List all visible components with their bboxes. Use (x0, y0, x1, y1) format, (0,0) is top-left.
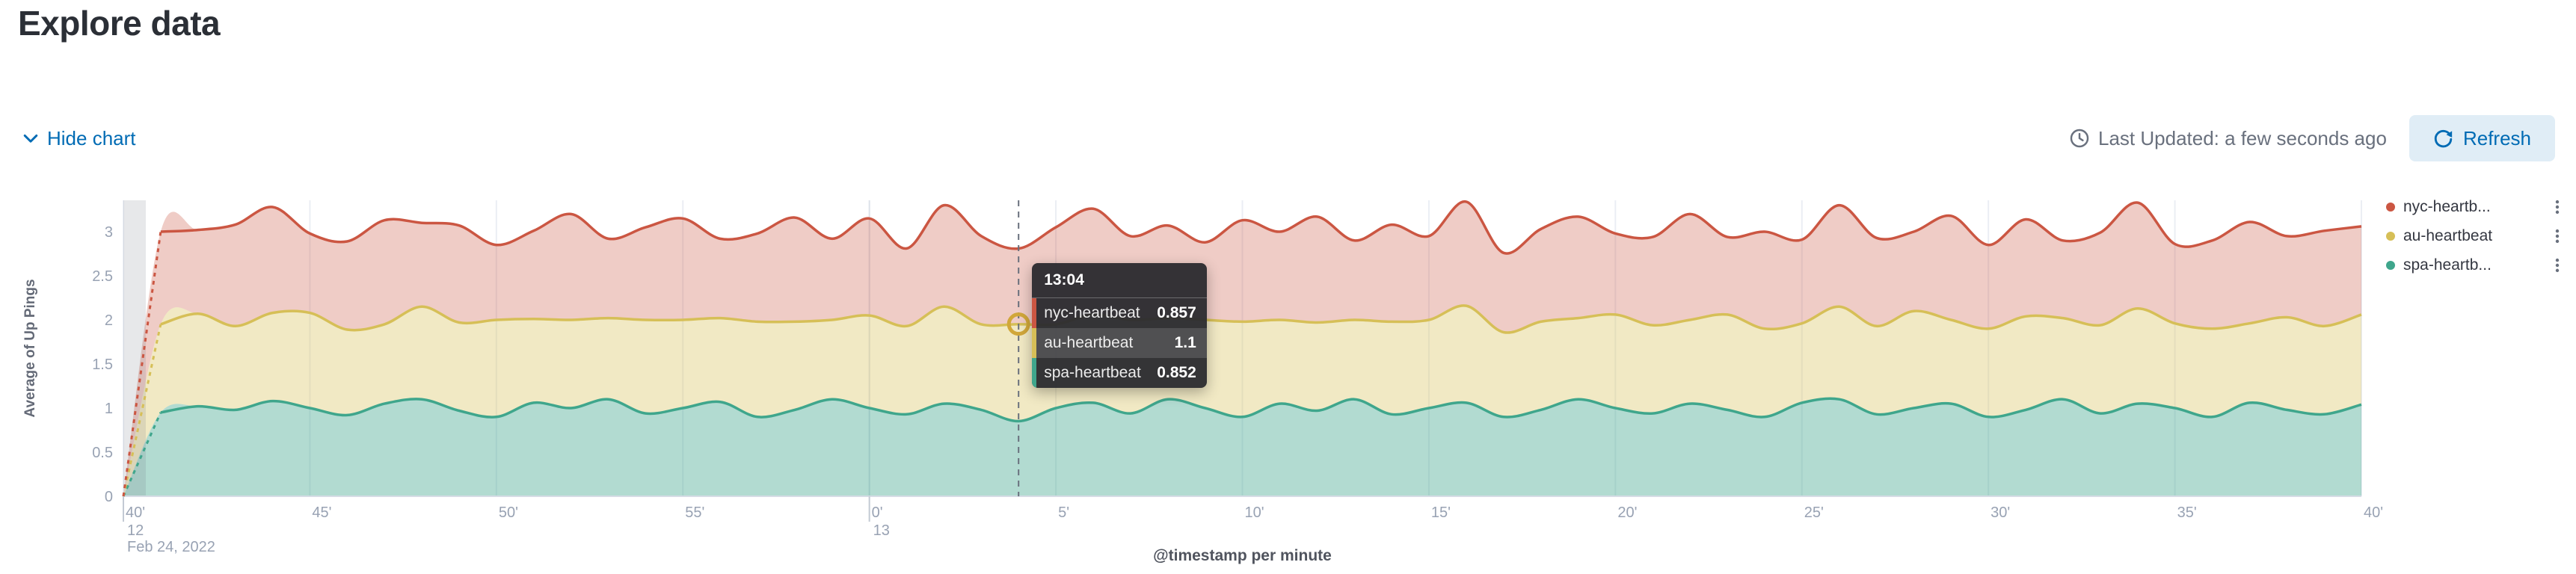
tooltip-series-label: spa-heartbeat (1044, 364, 1141, 381)
svg-text:40': 40' (2364, 504, 2383, 521)
legend-options-icon[interactable] (2549, 228, 2566, 244)
x-axis-title: @timestamp per minute (1153, 547, 1332, 564)
legend-label: au-heartbeat (2403, 227, 2493, 244)
partial-bucket-band (123, 200, 146, 496)
tooltip-series-label: au-heartbeat (1044, 334, 1134, 351)
tooltip-series-color-bar (1032, 358, 1037, 388)
chart-toolbar: Hide chart Last Updated: a few seconds a… (0, 112, 2576, 164)
tooltip-series-value: 1.1 (1174, 334, 1196, 351)
svg-text:2.5: 2.5 (92, 268, 113, 285)
svg-text:20': 20' (1617, 504, 1637, 521)
hover-point-ring (1006, 312, 1030, 336)
hide-chart-button[interactable]: Hide chart (21, 127, 136, 150)
legend-options-icon[interactable] (2549, 257, 2566, 274)
last-updated: Last Updated: a few seconds ago (2069, 127, 2387, 150)
svg-text:0: 0 (105, 489, 113, 505)
hide-chart-label: Hide chart (47, 126, 136, 149)
y-axis-labels: 0 0.5 1 1.5 2 2.5 3 (92, 224, 113, 505)
svg-text:25': 25' (1804, 504, 1824, 521)
line-series (122, 200, 2362, 497)
refresh-label: Refresh (2462, 126, 2531, 149)
svg-text:13: 13 (873, 522, 890, 539)
legend-item-nyc-heartbeat[interactable]: nyc-heartb... (2386, 196, 2566, 218)
svg-text:3: 3 (105, 224, 113, 241)
legend-label: nyc-heartb... (2403, 198, 2491, 215)
svg-text:50': 50' (499, 504, 518, 521)
svg-text:12: 12 (127, 522, 144, 539)
clock-icon (2070, 129, 2089, 148)
svg-text:10': 10' (1245, 504, 1264, 521)
svg-text:45': 45' (312, 504, 331, 521)
legend-color-dot (2386, 203, 2395, 212)
refresh-icon (2434, 129, 2453, 147)
refresh-button[interactable]: Refresh (2409, 115, 2555, 161)
x-axis-labels: 40' 45' 50' 55' 0' 5' 10' 15' 20' 25' 30' 35' 40'12F… (123, 496, 2383, 555)
svg-text:40': 40' (126, 504, 145, 521)
tooltip-time: 13:04 (1032, 263, 1207, 298)
last-updated-text: Last Updated: a few seconds ago (2098, 126, 2387, 149)
legend-color-dot (2386, 232, 2395, 241)
legend-label: spa-heartb... (2403, 256, 2492, 274)
tooltip-series-value: 0.857 (1157, 304, 1196, 321)
chart-legend: nyc-heartb... au-heartbeat spa-heartb... (2386, 196, 2566, 277)
legend-options-icon[interactable] (2549, 199, 2566, 215)
svg-text:0.5: 0.5 (92, 445, 113, 461)
legend-color-dot (2386, 261, 2395, 270)
svg-text:0': 0' (872, 504, 883, 521)
area-series (123, 201, 2361, 496)
toolbar-right-group: Last Updated: a few seconds ago Refresh (2069, 115, 2555, 161)
uptime-pings-chart[interactable]: 40' 45' 50' 55' 0' 5' 10' 15' 20' 25' 30' 35' 40'12F… (0, 179, 2576, 574)
svg-text:35': 35' (2177, 504, 2197, 521)
page-title: Explore data (18, 4, 221, 43)
svg-text:Feb 24, 2022: Feb 24, 2022 (127, 539, 215, 555)
y-axis-title: Average of Up Pings (22, 279, 38, 417)
chevron-down-icon (23, 134, 38, 143)
svg-text:1.5: 1.5 (92, 357, 113, 373)
svg-text:5': 5' (1058, 504, 1069, 521)
tooltip-series-value: 0.852 (1157, 364, 1196, 381)
tooltip-series-label: nyc-heartbeat (1044, 304, 1140, 321)
svg-text:15': 15' (1431, 504, 1451, 521)
tooltip-series-color-bar (1032, 298, 1037, 328)
legend-item-au-heartbeat[interactable]: au-heartbeat (2386, 225, 2566, 247)
chart-region: 40' 45' 50' 55' 0' 5' 10' 15' 20' 25' 30' 35' 40' 12 F… (0, 179, 2576, 574)
legend-item-spa-heartbeat[interactable]: spa-heartb... (2386, 254, 2566, 277)
tooltip-row-nyc: nyc-heartbeat 0.857 (1032, 298, 1207, 328)
tooltip-row-au: au-heartbeat 1.1 (1032, 328, 1207, 358)
svg-text:1: 1 (105, 401, 113, 417)
svg-text:2: 2 (105, 312, 113, 329)
grid-lines (123, 200, 2362, 496)
svg-text:55': 55' (685, 504, 704, 521)
tooltip-series-color-bar (1032, 328, 1037, 358)
tooltip-row-spa: spa-heartbeat 0.852 (1032, 358, 1207, 388)
chart-tooltip: 13:04 nyc-heartbeat 0.857 au-heartbeat 1… (1032, 263, 1207, 388)
svg-text:30': 30' (1991, 504, 2010, 521)
